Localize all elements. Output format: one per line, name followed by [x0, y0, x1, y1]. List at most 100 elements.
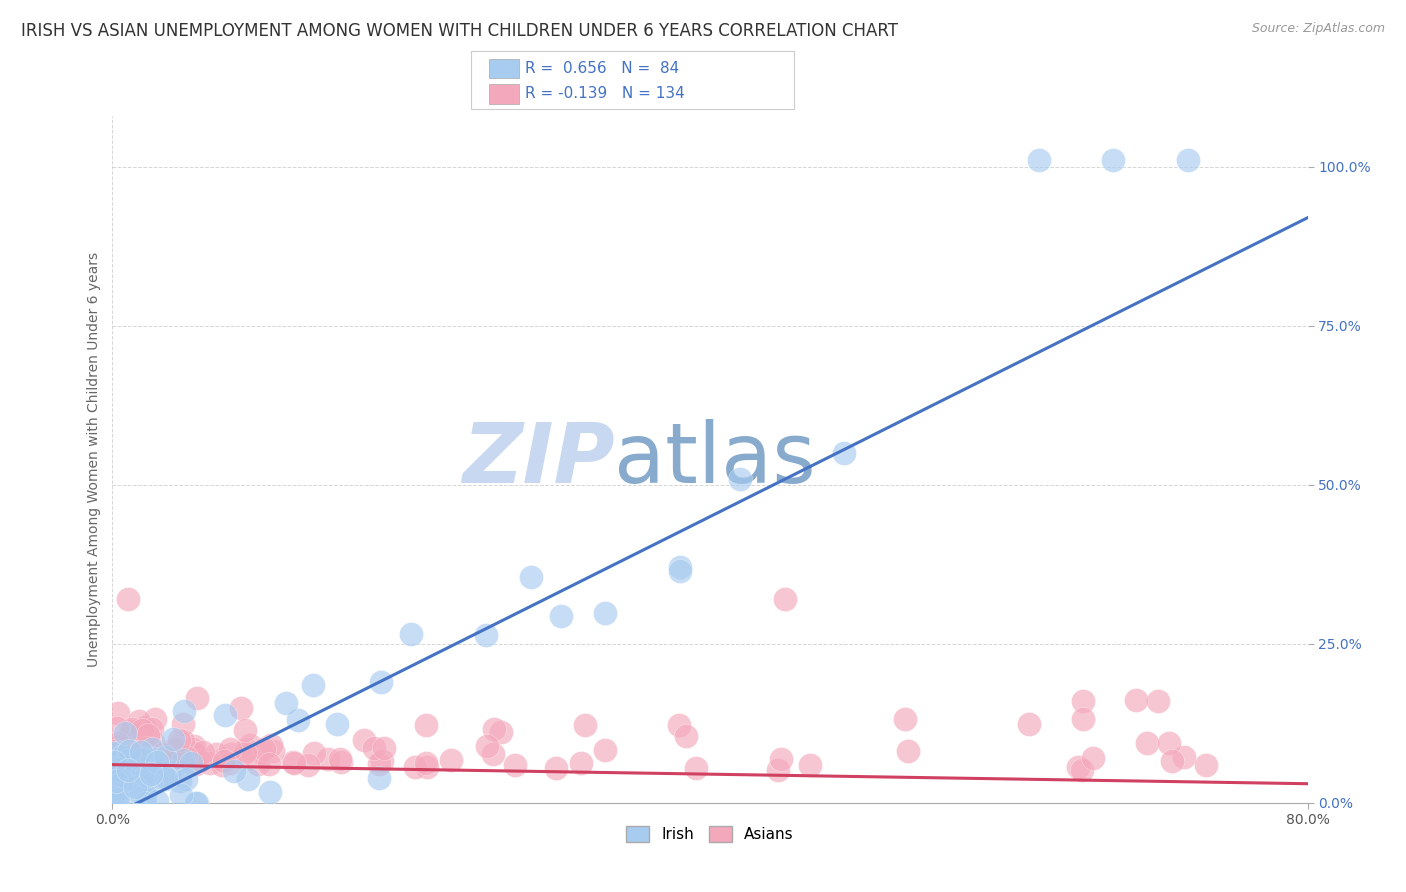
Point: [114, 759, 136, 773]
Point: [120, 770, 142, 784]
Point: [152, 756, 174, 770]
Point: [550, 609, 572, 624]
Point: [569, 756, 592, 771]
Point: [685, 761, 707, 775]
Point: [112, 754, 135, 768]
Point: [167, 756, 190, 771]
Point: [104, 772, 127, 787]
Text: ZIP: ZIP: [461, 419, 614, 500]
Point: [484, 722, 506, 736]
Point: [368, 756, 391, 771]
Point: [104, 739, 127, 753]
Point: [141, 741, 163, 756]
Point: [259, 739, 281, 753]
Point: [108, 763, 131, 777]
Point: [415, 718, 437, 732]
Point: [115, 753, 138, 767]
Point: [440, 753, 463, 767]
Point: [198, 756, 221, 771]
Point: [249, 745, 271, 759]
Point: [122, 747, 145, 761]
Point: [233, 744, 256, 758]
Point: [1195, 758, 1218, 772]
Point: [105, 796, 128, 810]
Point: [101, 756, 124, 770]
Point: [211, 758, 233, 772]
Point: [101, 789, 124, 804]
Point: [145, 762, 167, 776]
Point: [214, 754, 236, 768]
Point: [142, 735, 165, 749]
Point: [132, 740, 155, 755]
Point: [117, 763, 139, 777]
Point: [141, 742, 163, 756]
Point: [129, 751, 152, 765]
Point: [669, 560, 692, 574]
Point: [118, 744, 141, 758]
Point: [172, 753, 194, 767]
Legend: Irish, Asians: Irish, Asians: [619, 819, 801, 850]
Point: [117, 750, 139, 764]
Point: [482, 747, 505, 762]
Point: [132, 773, 155, 788]
Point: [520, 570, 543, 584]
Point: [368, 771, 391, 785]
Point: [728, 473, 751, 487]
Point: [108, 755, 131, 769]
Point: [120, 724, 142, 739]
Point: [574, 718, 596, 732]
Point: [353, 732, 375, 747]
Point: [128, 714, 150, 728]
Point: [114, 755, 136, 769]
Point: [363, 740, 385, 755]
Point: [135, 751, 157, 765]
Point: [105, 770, 128, 784]
Point: [153, 750, 176, 764]
Point: [1173, 750, 1195, 764]
Point: [143, 752, 166, 766]
Point: [799, 757, 821, 772]
Point: [229, 701, 252, 715]
Point: [1147, 694, 1170, 708]
Point: [235, 741, 257, 756]
Point: [104, 773, 127, 788]
Point: [110, 774, 132, 789]
Point: [281, 755, 304, 769]
Point: [156, 754, 179, 768]
Point: [475, 627, 498, 641]
Point: [180, 756, 202, 771]
Point: [114, 726, 136, 740]
Point: [173, 704, 195, 718]
Point: [162, 742, 184, 756]
Point: [1125, 693, 1147, 707]
Point: [239, 738, 262, 752]
FancyBboxPatch shape: [471, 51, 794, 109]
Point: [401, 627, 423, 641]
Point: [287, 713, 309, 727]
Point: [593, 742, 616, 756]
Point: [172, 734, 194, 748]
Point: [112, 765, 135, 780]
Point: [218, 741, 240, 756]
FancyBboxPatch shape: [489, 59, 519, 78]
Point: [139, 776, 162, 790]
Point: [129, 786, 152, 800]
Point: [259, 785, 281, 799]
Point: [107, 792, 129, 806]
Point: [204, 747, 226, 761]
Point: [111, 748, 134, 763]
Point: [274, 696, 297, 710]
Point: [136, 742, 159, 756]
Point: [169, 773, 191, 788]
Point: [283, 756, 305, 770]
Point: [166, 742, 188, 756]
Point: [297, 757, 319, 772]
Point: [105, 721, 128, 735]
Point: [134, 788, 156, 802]
Point: [172, 717, 194, 731]
Point: [669, 564, 692, 578]
Point: [834, 446, 856, 460]
Point: [181, 742, 204, 756]
Point: [768, 763, 790, 777]
Point: [103, 746, 125, 760]
